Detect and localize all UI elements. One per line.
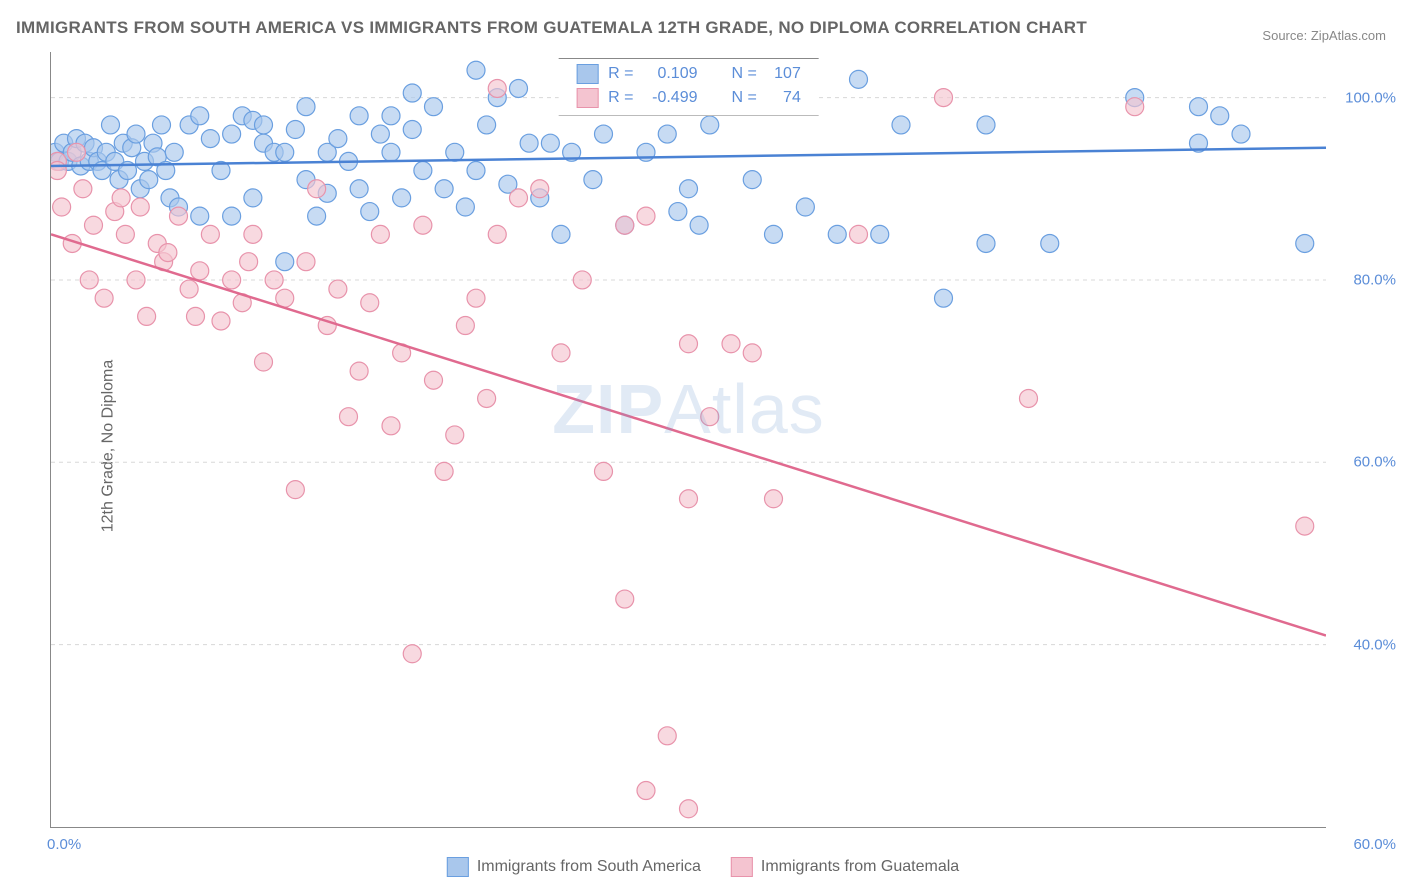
legend-label-2: Immigrants from Guatemala [761,858,959,876]
legend-row-series-2: R = -0.499 N = 74 [576,86,801,110]
y-tick-label: 40.0% [1353,636,1396,653]
swatch-series-2 [576,88,598,108]
chart-title: IMMIGRANTS FROM SOUTH AMERICA VS IMMIGRA… [16,18,1087,38]
plot-svg [51,52,1326,827]
source-attribution: Source: ZipAtlas.com [1262,28,1386,43]
swatch-series-2b [731,857,753,877]
swatch-series-1 [576,64,598,84]
plot-area: R = 0.109 N = 107 R = -0.499 N = 74 ZIPA… [50,52,1326,828]
n-value-2: 74 [767,89,801,107]
legend-label-1: Immigrants from South America [477,858,701,876]
r-value-2: -0.499 [644,89,698,107]
n-label: N = [732,89,757,107]
r-label: R = [608,65,633,83]
y-tick-label: 100.0% [1345,89,1396,106]
legend-row-series-1: R = 0.109 N = 107 [576,62,801,86]
x-tick-start: 0.0% [47,836,81,853]
y-tick-label: 80.0% [1353,271,1396,288]
correlation-legend: R = 0.109 N = 107 R = -0.499 N = 74 [558,58,819,116]
r-value-1: 0.109 [644,65,698,83]
series-legend: Immigrants from South America Immigrants… [447,857,959,877]
r-label: R = [608,89,633,107]
source-label: Source: [1262,28,1307,43]
legend-item-series-2: Immigrants from Guatemala [731,857,959,877]
legend-item-series-1: Immigrants from South America [447,857,701,877]
n-value-1: 107 [767,65,801,83]
y-tick-label: 60.0% [1353,454,1396,471]
source-link[interactable]: ZipAtlas.com [1311,28,1386,43]
x-tick-end: 60.0% [1353,836,1396,853]
chart-container: IMMIGRANTS FROM SOUTH AMERICA VS IMMIGRA… [0,0,1406,892]
swatch-series-1b [447,857,469,877]
n-label: N = [732,65,757,83]
